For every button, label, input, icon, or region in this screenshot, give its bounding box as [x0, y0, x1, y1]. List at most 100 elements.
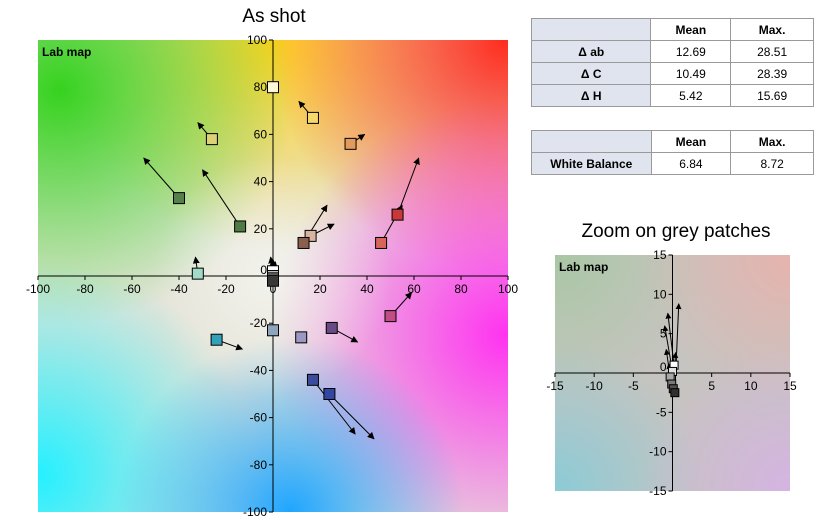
- y-tick-label: 60: [254, 127, 268, 141]
- y-tick-label: -80: [250, 458, 268, 472]
- patch-marker: [297, 236, 310, 249]
- zoom-plot-label: Lab map: [559, 260, 608, 274]
- patch-marker: [205, 133, 218, 146]
- data-point: [391, 208, 404, 221]
- shift-arrow: [312, 379, 356, 435]
- data-point: [267, 81, 279, 94]
- data-point: [375, 236, 388, 249]
- y-tick-label: -60: [250, 411, 268, 425]
- data-point: [143, 157, 180, 199]
- data-point: [304, 229, 317, 242]
- zoom-chart-title: Zoom on grey patches: [581, 221, 771, 242]
- y-tick-label: -15: [649, 484, 667, 498]
- data-point: [306, 111, 319, 124]
- zoom-data-marks: [662, 303, 682, 398]
- y-tick-label: -10: [649, 445, 667, 459]
- table-row: Δ C 10.49 28.39: [530, 62, 814, 85]
- x-tick-label: 40: [360, 282, 374, 296]
- data-point: [325, 321, 338, 334]
- max-value: 28.39: [730, 62, 814, 85]
- y-tick-label: 10: [653, 287, 667, 301]
- x-tick-label: -40: [170, 282, 188, 296]
- max-value: 28.51: [730, 40, 814, 63]
- delta-stats-header-mean: Mean: [650, 18, 732, 41]
- x-tick-label: 20: [313, 282, 327, 296]
- patch-marker: [344, 137, 357, 150]
- patch-marker: [173, 192, 185, 205]
- max-value: 8.72: [730, 152, 814, 175]
- patch-marker: [234, 220, 247, 233]
- x-tick-label: 100: [498, 282, 518, 296]
- patch-marker: [391, 208, 404, 221]
- data-point: [267, 324, 279, 337]
- data-point: [267, 274, 279, 287]
- patch-marker: [384, 310, 397, 323]
- y-tick-label: 0: [660, 360, 667, 374]
- row-label: White Balance: [531, 152, 652, 175]
- x-tick-label: -10: [585, 379, 603, 393]
- data-point: [312, 379, 356, 435]
- y-tick-label: -20: [250, 316, 268, 330]
- patch-marker: [267, 81, 279, 94]
- data-point: [674, 303, 682, 393]
- data-point: [297, 236, 310, 249]
- patch-marker: [210, 333, 223, 346]
- mean-value: 10.49: [650, 62, 732, 85]
- shift-arrow: [674, 303, 682, 393]
- data-point: [344, 137, 357, 150]
- main-chart-title: As shot: [242, 6, 306, 27]
- data-point: [191, 267, 204, 280]
- patch-marker: [670, 388, 680, 398]
- patch-marker: [306, 373, 319, 386]
- y-tick-label: 80: [254, 80, 268, 94]
- y-tick-label: -100: [243, 505, 267, 519]
- delta-stats-header-max: Max.: [730, 18, 814, 41]
- y-tick-label: -5: [656, 405, 667, 419]
- row-label: Δ ab: [530, 40, 652, 63]
- y-tick-label: 100: [247, 33, 267, 47]
- y-tick-label: 20: [254, 222, 268, 236]
- wb-corner: [531, 130, 652, 153]
- x-tick-label: 60: [407, 282, 421, 296]
- main-data-marks: [143, 81, 420, 440]
- x-tick-label: -20: [217, 282, 235, 296]
- wb-header-mean: Mean: [650, 130, 732, 153]
- delta-stats-corner: [530, 18, 652, 41]
- x-tick-label: -100: [26, 282, 50, 296]
- data-point: [202, 169, 241, 227]
- wb-header-max: Max.: [730, 130, 814, 153]
- x-tick-label: 5: [708, 379, 715, 393]
- data-point: [173, 192, 185, 205]
- patch-marker: [267, 274, 279, 287]
- x-tick-label: -5: [628, 379, 639, 393]
- table-row: White Balance 6.84 8.72: [531, 152, 814, 175]
- x-tick-label: 80: [454, 282, 468, 296]
- patch-marker: [306, 111, 319, 124]
- y-tick-label: 5: [660, 327, 667, 341]
- data-point: [384, 310, 397, 323]
- delta-stats-table: Mean Max. Δ ab 12.69 28.51 Δ C 10.49 28.…: [530, 18, 814, 107]
- mean-value: 6.84: [650, 152, 732, 175]
- delta-stats-header-row: Mean Max.: [530, 18, 814, 41]
- patch-marker: [191, 267, 204, 280]
- white-balance-table: Mean Max. White Balance 6.84 8.72: [531, 130, 814, 175]
- data-point: [306, 373, 319, 386]
- data-point: [234, 220, 247, 233]
- data-point: [295, 331, 308, 344]
- patch-marker: [325, 321, 338, 334]
- y-tick-label: 0: [260, 263, 267, 277]
- max-value: 15.69: [730, 84, 814, 107]
- table-row: Δ H 5.42 15.69: [530, 84, 814, 107]
- data-point: [670, 388, 680, 398]
- shift-arrow: [329, 393, 375, 440]
- shift-arrow: [143, 157, 180, 199]
- patch-marker: [323, 388, 336, 400]
- shift-arrow: [202, 169, 241, 227]
- table-row: Δ ab 12.69 28.51: [530, 40, 814, 63]
- patch-marker: [304, 229, 317, 242]
- patch-marker: [375, 236, 388, 249]
- patch-marker: [295, 331, 308, 344]
- data-point: [210, 333, 223, 346]
- x-tick-label: 15: [783, 379, 797, 393]
- x-tick-label: -60: [123, 282, 141, 296]
